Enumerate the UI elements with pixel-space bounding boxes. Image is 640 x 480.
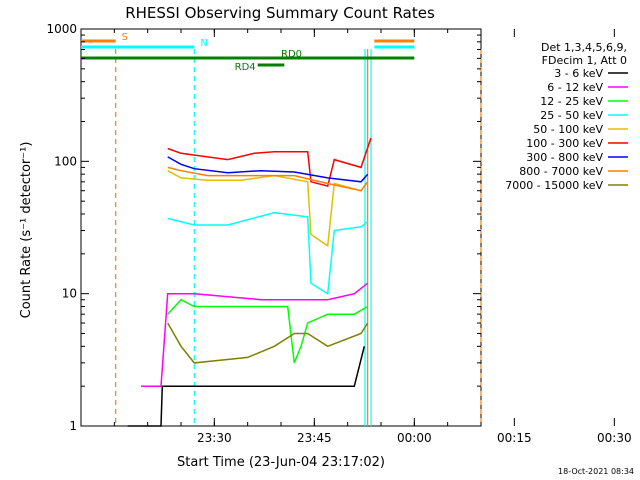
series-line <box>141 282 369 387</box>
legend-entry-label: 300 - 800 keV <box>526 151 603 164</box>
mode-bar-label: N <box>200 38 207 49</box>
y-axis-ticks: 1 10 100 1000 <box>46 22 481 433</box>
mode-vertical-lines <box>115 49 482 426</box>
legend-entry-label: 3 - 6 keV <box>554 67 603 80</box>
series-line <box>167 322 369 364</box>
y-tick-label: 1 <box>69 419 77 433</box>
plot-frame <box>80 28 482 427</box>
legend-entry-label: 800 - 7000 keV <box>519 165 603 178</box>
series-line <box>167 211 369 295</box>
mode-bars: S N RD0 RD4 <box>81 32 415 73</box>
series-group <box>127 137 372 427</box>
legend-header: Det 1,3,4,5,6,9, <box>541 41 627 54</box>
x-tick-label: 00:00 <box>397 431 432 445</box>
series-line <box>167 170 369 248</box>
x-tick-label: 23:45 <box>297 431 332 445</box>
footer-date: 18-Oct-2021 08:34 <box>558 467 634 476</box>
x-tick-label: 00:15 <box>497 431 532 445</box>
legend: Det 1,3,4,5,6,9,FDecim 1, Att 03 - 6 keV… <box>505 41 628 192</box>
legend-entry-label: 25 - 50 keV <box>540 109 603 122</box>
x-axis-label: Start Time (23-Jun-04 23:17:02) <box>177 455 385 470</box>
legend-entry-label: 6 - 12 keV <box>547 81 603 94</box>
y-tick-label: 10 <box>62 287 77 301</box>
x-tick-label: 23:30 <box>197 431 232 445</box>
series-line <box>127 346 366 427</box>
mode-bar-label: RD0 <box>281 49 302 60</box>
series-line <box>167 166 369 192</box>
y-tick-label: 1000 <box>46 22 77 36</box>
legend-entry-label: 50 - 100 keV <box>533 123 603 136</box>
x-tick-label: 00:30 <box>597 431 632 445</box>
series-line <box>167 137 372 188</box>
series-line <box>167 156 369 183</box>
series-line <box>167 298 369 364</box>
legend-header: FDecim 1, Att 0 <box>542 54 627 67</box>
y-tick-label: 100 <box>54 154 77 168</box>
legend-entry-label: 100 - 300 keV <box>526 137 603 150</box>
y-axis-label: Count Rate (s⁻¹ detector⁻¹) <box>19 142 34 319</box>
mode-bar-label: RD4 <box>235 62 256 73</box>
legend-entry-label: 7000 - 15000 keV <box>505 179 603 192</box>
mode-bar-label: S <box>122 32 128 43</box>
chart-title: RHESSI Observing Summary Count Rates <box>125 4 435 22</box>
legend-entry-label: 12 - 25 keV <box>540 95 603 108</box>
